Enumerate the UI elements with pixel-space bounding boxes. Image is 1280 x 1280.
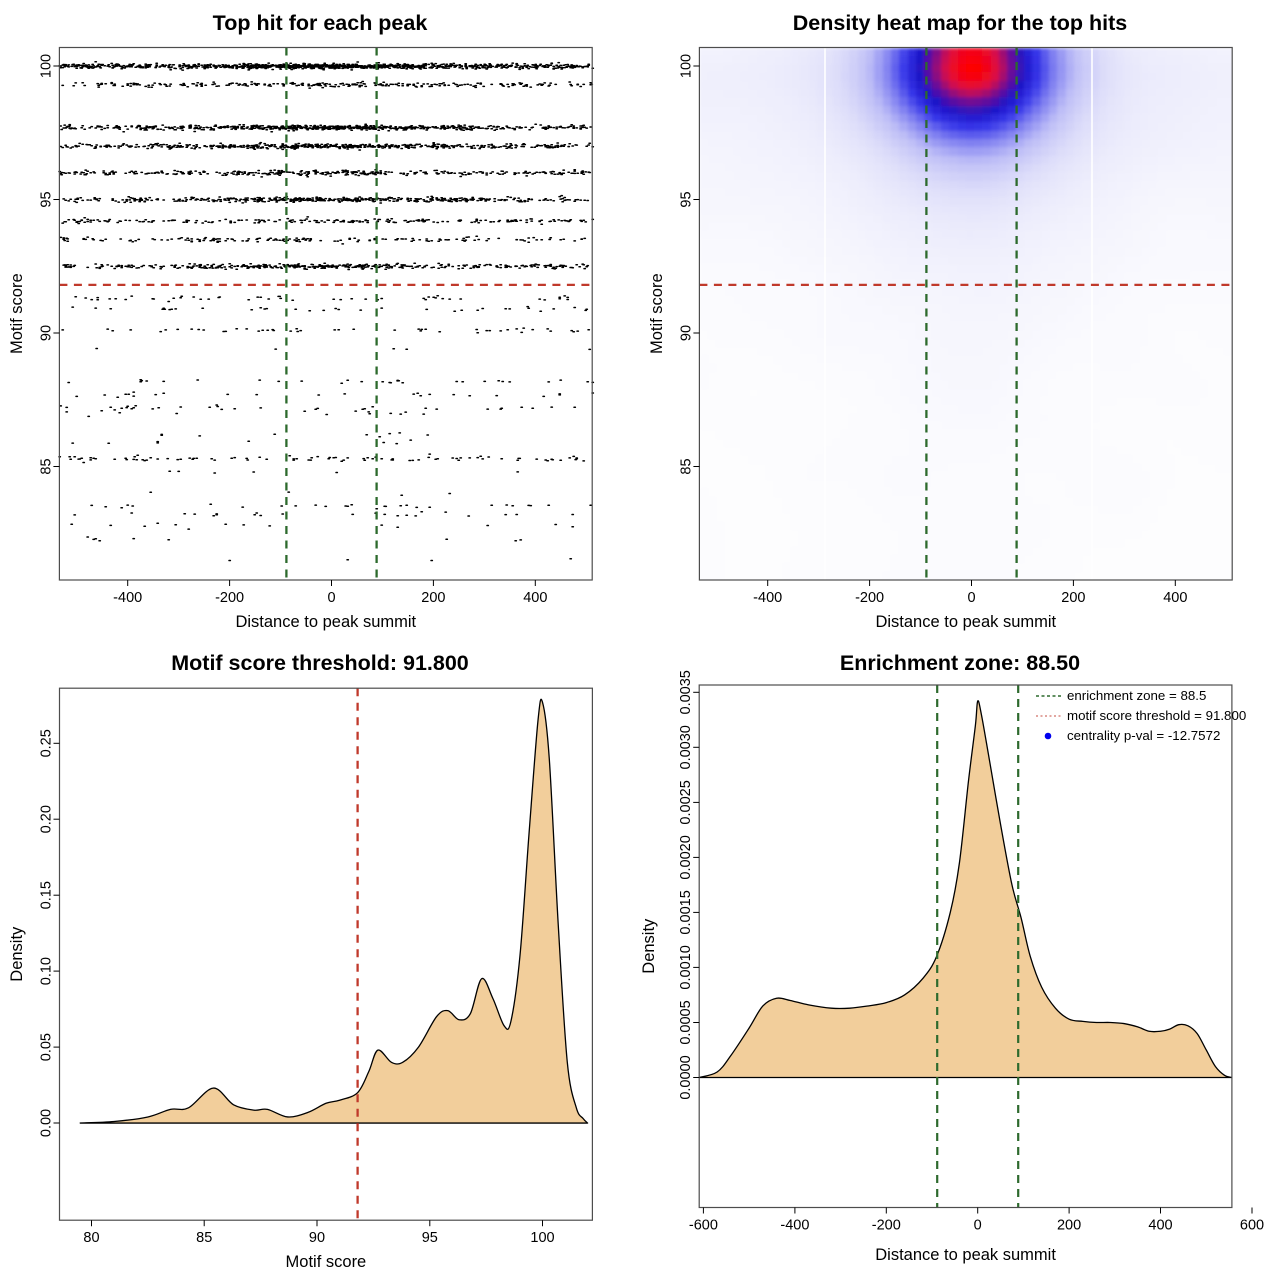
svg-text:-200: -200: [215, 590, 244, 606]
svg-text:0.0020: 0.0020: [678, 835, 694, 879]
svg-text:0: 0: [974, 1218, 982, 1234]
svg-text:0.0010: 0.0010: [678, 945, 694, 989]
svg-text:Top hit for each peak: Top hit for each peak: [213, 11, 428, 35]
svg-text:-200: -200: [872, 1218, 901, 1234]
svg-text:Density heat map for the top h: Density heat map for the top hits: [793, 11, 1128, 35]
svg-text:0.0035: 0.0035: [678, 670, 694, 714]
svg-text:Motif score: Motif score: [648, 273, 666, 354]
svg-text:-600: -600: [689, 1218, 718, 1234]
svg-text:95: 95: [38, 191, 54, 207]
svg-text:200: 200: [421, 590, 445, 606]
svg-text:90: 90: [678, 325, 694, 341]
svg-text:Distance to peak summit: Distance to peak summit: [875, 613, 1056, 631]
svg-text:85: 85: [678, 458, 694, 474]
svg-text:90: 90: [38, 325, 54, 341]
svg-text:0.10: 0.10: [39, 957, 55, 985]
svg-text:400: 400: [523, 590, 547, 606]
svg-text:0.25: 0.25: [39, 729, 55, 757]
svg-text:Density: Density: [8, 926, 26, 982]
svg-text:85: 85: [196, 1230, 212, 1246]
svg-text:Motif score threshold: 91.800: Motif score threshold: 91.800: [171, 651, 469, 675]
svg-text:Distance to peak summit: Distance to peak summit: [875, 1246, 1056, 1264]
svg-text:0.15: 0.15: [39, 881, 55, 909]
svg-text:Density: Density: [640, 918, 658, 974]
svg-text:0.20: 0.20: [39, 805, 55, 833]
svg-text:Motif score: Motif score: [8, 273, 26, 354]
svg-text:0: 0: [967, 590, 975, 606]
svg-text:90: 90: [309, 1230, 325, 1246]
svg-text:0.0025: 0.0025: [678, 780, 694, 824]
svg-text:100: 100: [530, 1230, 554, 1246]
svg-text:0.05: 0.05: [39, 1033, 55, 1061]
svg-text:-200: -200: [855, 590, 884, 606]
svg-text:motif score threshold = 91.800: motif score threshold = 91.800: [1067, 708, 1246, 723]
svg-text:100: 100: [38, 54, 54, 78]
svg-text:enrichment zone = 88.5: enrichment zone = 88.5: [1067, 688, 1206, 703]
svg-text:0.0015: 0.0015: [678, 890, 694, 934]
svg-text:0.0000: 0.0000: [678, 1055, 694, 1099]
svg-text:-400: -400: [780, 1218, 809, 1234]
svg-text:95: 95: [678, 191, 694, 207]
svg-text:80: 80: [83, 1230, 99, 1246]
svg-text:0: 0: [327, 590, 335, 606]
svg-text:Enrichment zone: 88.50: Enrichment zone: 88.50: [840, 651, 1080, 675]
svg-text:95: 95: [422, 1230, 438, 1246]
svg-text:400: 400: [1163, 590, 1187, 606]
svg-text:400: 400: [1148, 1218, 1172, 1234]
svg-text:85: 85: [38, 458, 54, 474]
svg-text:0.00: 0.00: [39, 1109, 55, 1137]
svg-text:centrality p-val = -12.7572: centrality p-val = -12.7572: [1067, 728, 1220, 743]
svg-text:Distance to peak summit: Distance to peak summit: [235, 613, 416, 631]
svg-text:100: 100: [678, 54, 694, 78]
svg-text:-400: -400: [113, 590, 142, 606]
svg-text:Motif score: Motif score: [286, 1253, 367, 1271]
svg-text:200: 200: [1061, 590, 1085, 606]
svg-text:200: 200: [1057, 1218, 1081, 1234]
svg-text:0.0005: 0.0005: [678, 1000, 694, 1044]
svg-text:600: 600: [1240, 1218, 1264, 1234]
svg-text:0.0030: 0.0030: [678, 725, 694, 769]
svg-text:-400: -400: [753, 590, 782, 606]
